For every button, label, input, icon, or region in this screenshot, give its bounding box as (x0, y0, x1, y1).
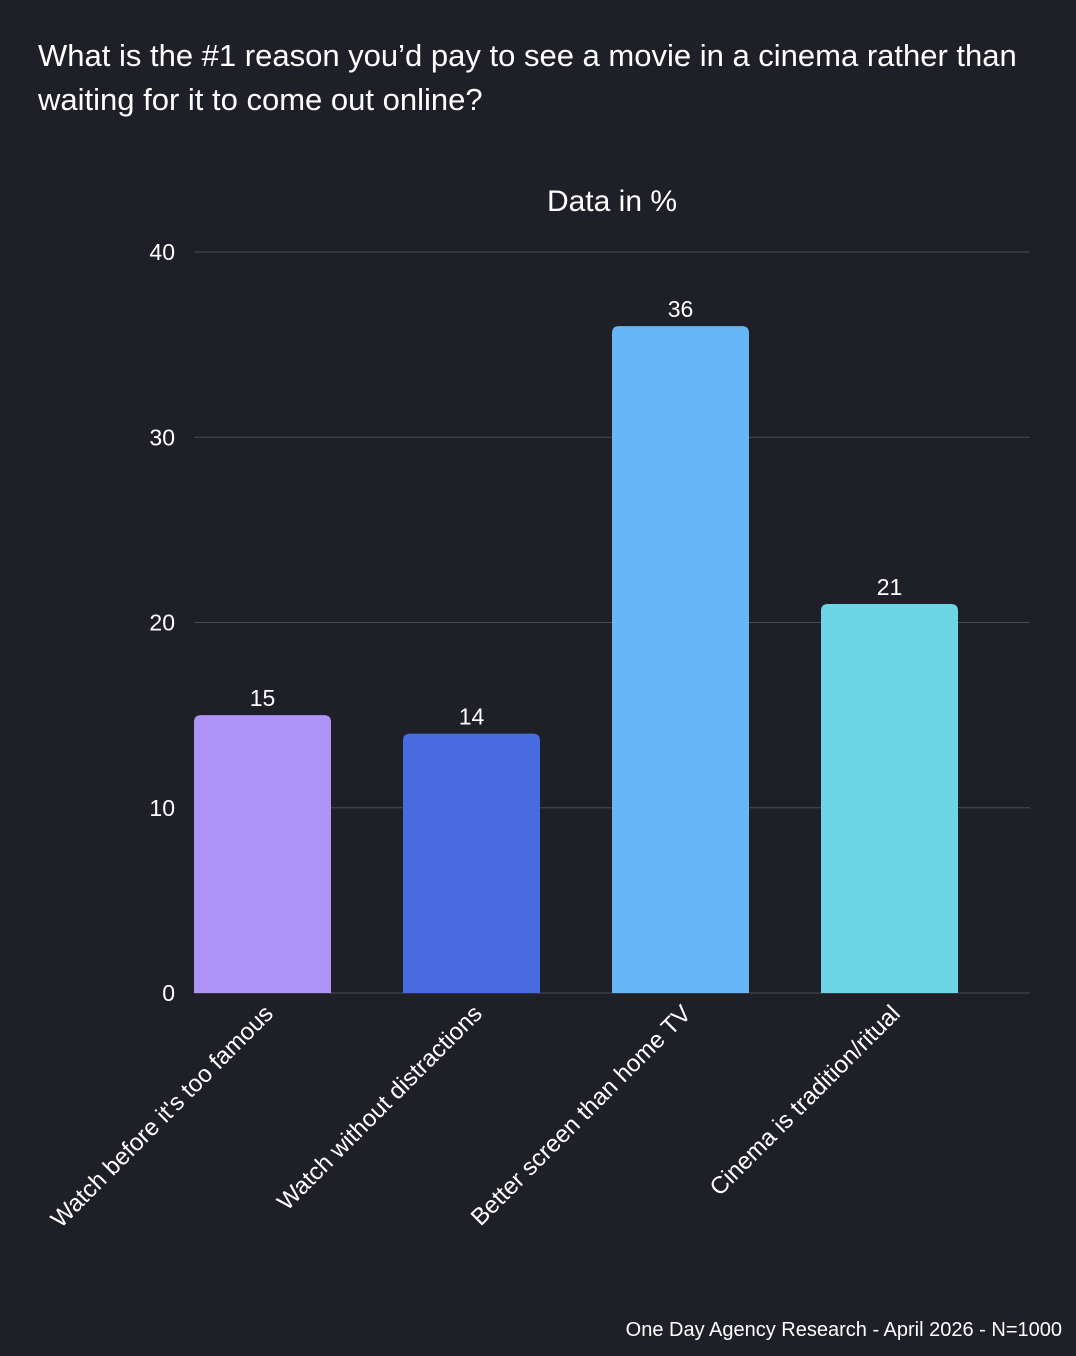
data-labels: 15 14 36 21 (250, 296, 903, 730)
y-tick-label: 0 (162, 980, 175, 1006)
y-tick-label: 20 (149, 610, 175, 636)
bar-1 (194, 715, 331, 993)
source-footnote: One Day Agency Research - April 2026 - N… (625, 1319, 1062, 1341)
y-tick-label: 10 (149, 795, 175, 821)
data-label-1: 15 (250, 685, 276, 711)
y-tick-label: 30 (149, 424, 175, 450)
x-tick-label-2: Watch without distractions (272, 1000, 488, 1216)
data-label-3: 36 (668, 296, 694, 322)
bar-3 (612, 326, 749, 994)
data-label-4: 21 (877, 574, 903, 600)
bar-4 (821, 603, 958, 993)
chart-question: What is the #1 reason you’d pay to see a… (38, 38, 1017, 117)
data-label-2: 14 (459, 704, 485, 730)
y-axis-ticks: 0 10 20 30 40 (149, 239, 175, 1006)
x-tick-label-3: Better screen than home TV (466, 1000, 697, 1231)
x-tick-label-1: Watch before it's too famous (46, 1000, 279, 1233)
bar-2 (403, 733, 540, 993)
chart-title: Data in % (547, 185, 677, 218)
y-tick-label: 40 (149, 239, 175, 265)
bars (194, 326, 958, 994)
x-tick-label-4: Cinema is tradition/ritual (705, 1000, 906, 1201)
